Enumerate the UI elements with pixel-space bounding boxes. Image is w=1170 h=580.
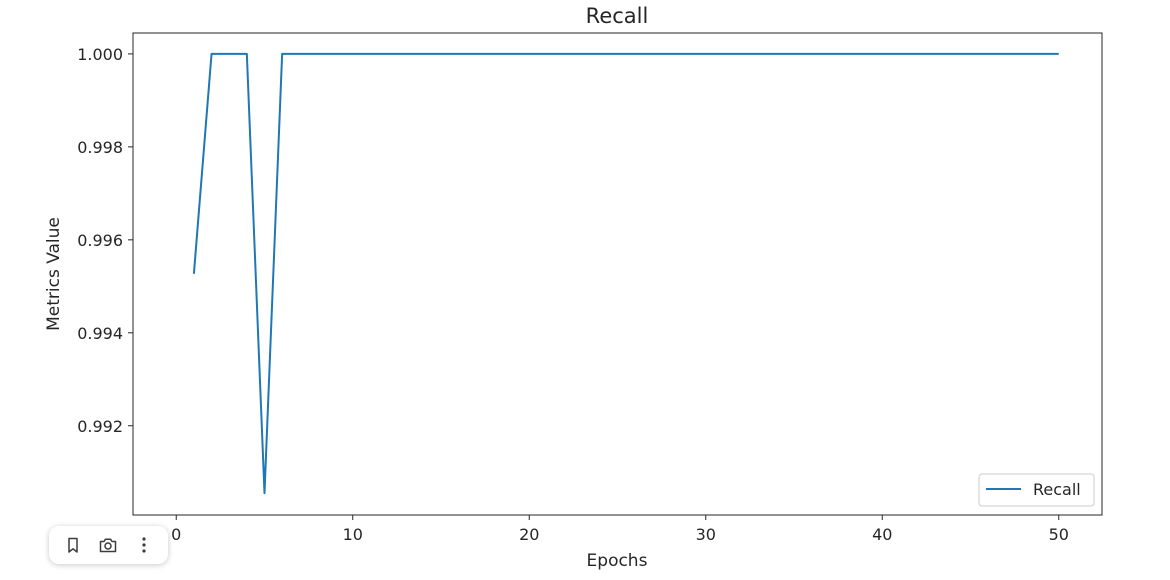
y-tick-label: 0.994	[77, 324, 123, 343]
y-axis-label: Metrics Value	[44, 217, 64, 331]
x-tick-label: 0	[171, 525, 181, 544]
y-tick-label: 1.000	[77, 45, 123, 64]
x-tick-label: 20	[519, 525, 539, 544]
legend-label-recall: Recall	[1033, 480, 1081, 499]
bookmark-button[interactable]	[58, 530, 88, 560]
plot-area	[133, 33, 1102, 515]
y-tick-label: 0.998	[77, 138, 123, 157]
x-axis: 0 10 20 30 40 50	[171, 515, 1069, 544]
x-tick-label: 50	[1049, 525, 1069, 544]
x-axis-label: Epochs	[587, 551, 648, 571]
x-tick-label: 30	[696, 525, 716, 544]
y-axis: 0.992 0.994 0.996 0.998 1.000	[77, 45, 133, 436]
lens-button[interactable]	[93, 530, 123, 560]
image-toolbar	[49, 526, 168, 564]
legend: Recall	[978, 473, 1095, 507]
y-tick-label: 0.996	[77, 231, 123, 250]
legend-box	[978, 473, 1095, 507]
camera-icon	[100, 538, 117, 553]
x-tick-label: 10	[343, 525, 363, 544]
bookmark-icon	[68, 537, 78, 553]
more-vertical-icon	[142, 537, 146, 553]
plot-frame	[132, 32, 1103, 516]
x-tick-label: 40	[872, 525, 892, 544]
more-options-button[interactable]	[129, 530, 159, 560]
chart-title: Recall	[586, 4, 649, 28]
y-tick-label: 0.992	[77, 417, 123, 436]
series-line-recall	[192, 52, 1059, 495]
